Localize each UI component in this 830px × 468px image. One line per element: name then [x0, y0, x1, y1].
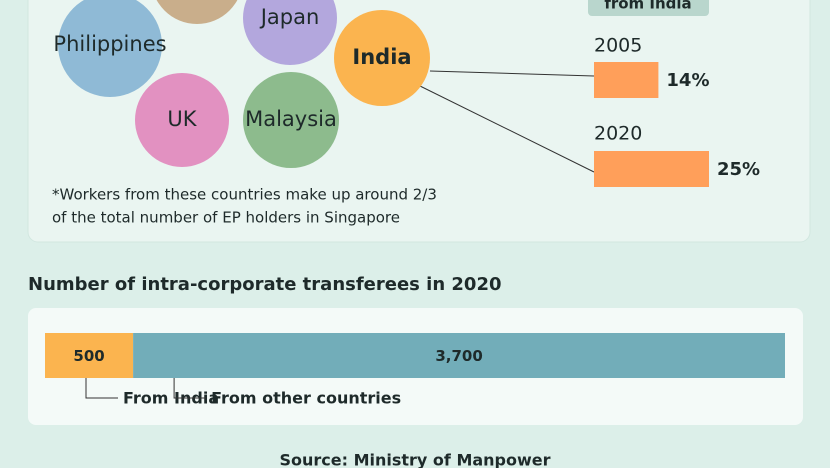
bubble-label: India [352, 45, 411, 69]
bar-segment [133, 333, 786, 378]
connector [429, 70, 595, 77]
note: *Workers from these countries make up ar… [52, 186, 437, 204]
bubble-label: Japan [259, 5, 320, 29]
bubble [135, 73, 229, 167]
bubble [334, 10, 430, 106]
bar [594, 151, 709, 187]
bubble-label: UK [167, 107, 197, 131]
bubble-label: Malaysia [245, 107, 337, 131]
connector [419, 85, 595, 173]
value-label: 25% [717, 159, 760, 180]
segment-label: 3,700 [435, 347, 482, 365]
leader-line [173, 378, 207, 399]
bubble [58, 0, 162, 97]
year-label: 2020 [594, 123, 642, 145]
note: of the total number of EP holders in Sin… [52, 209, 400, 227]
leader-line [85, 378, 118, 399]
bubble [243, 72, 339, 168]
bar-segment [45, 333, 134, 378]
bar [594, 62, 659, 98]
header-box [588, 0, 709, 16]
value-label: 14% [666, 70, 709, 91]
legend-label: From other countries [211, 389, 401, 408]
segment-label: 500 [73, 347, 104, 365]
bubble [156, 0, 238, 24]
legend-label: From India [123, 389, 219, 408]
section-title: Number of intra-corporate transferees in… [28, 274, 502, 295]
year-label: 2005 [594, 35, 642, 57]
header-text: from India [604, 0, 691, 13]
bubble [243, 0, 337, 65]
source: Source: Ministry of Manpower [279, 451, 550, 468]
bubble-label: Philippines [53, 32, 166, 56]
